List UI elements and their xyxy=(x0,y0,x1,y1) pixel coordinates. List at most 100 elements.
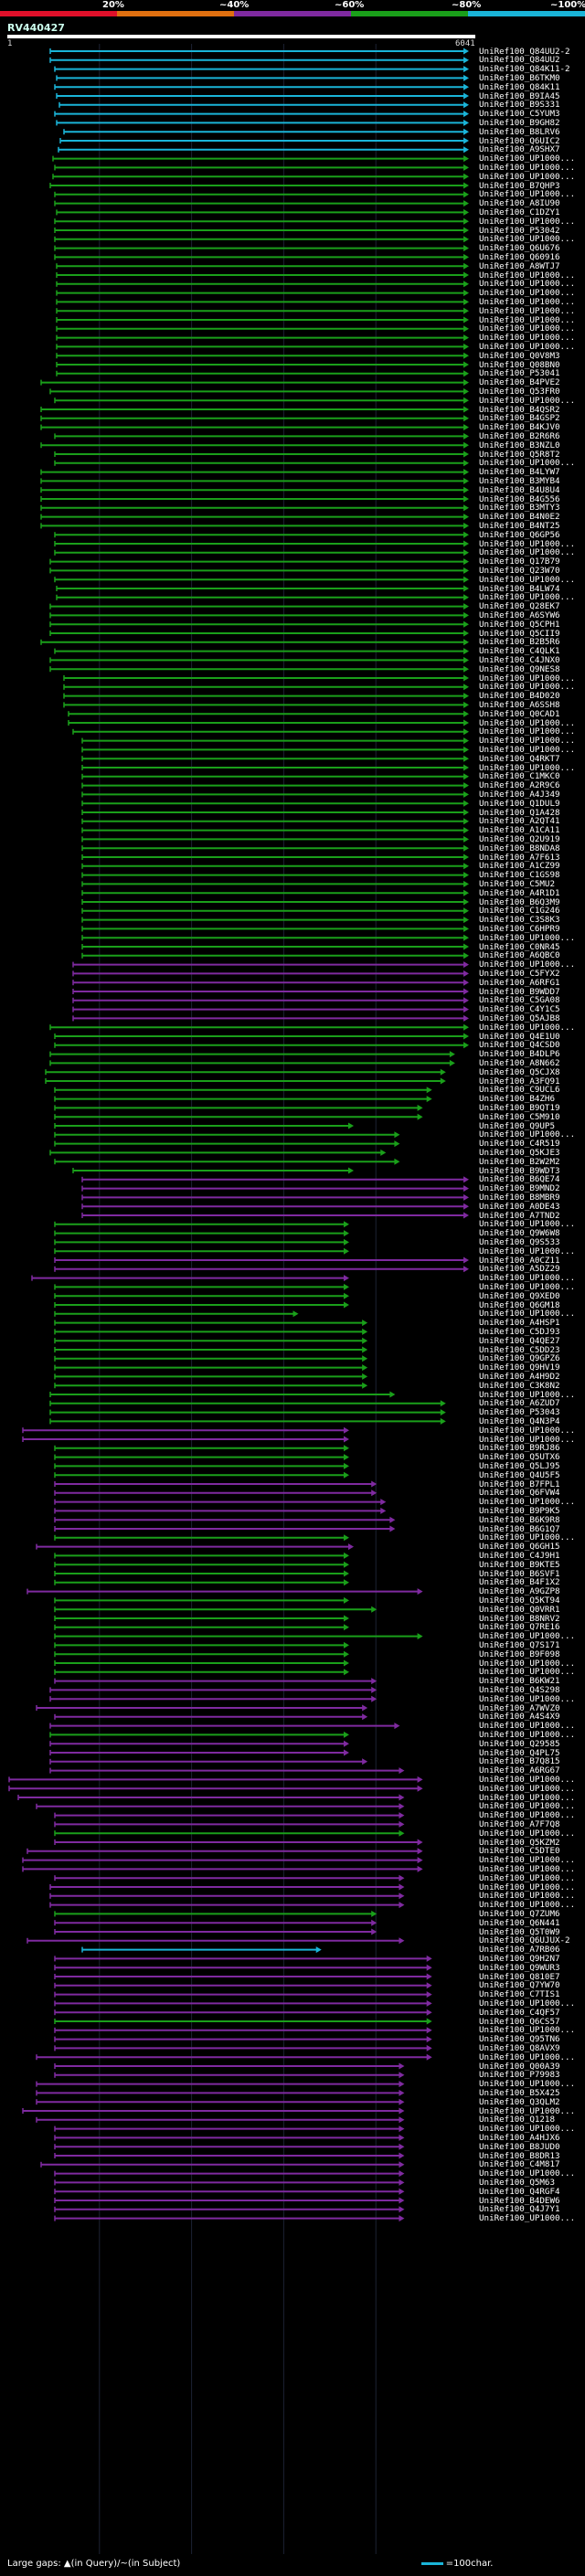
hit-label[interactable]: UniRef100_Q5KT94 xyxy=(479,1595,560,1606)
hit-label[interactable]: UniRef100_C5MU2 xyxy=(479,878,555,889)
hit-label[interactable]: UniRef100_A9SHX7 xyxy=(479,144,560,155)
hit-label[interactable]: UniRef100_UP1000... xyxy=(479,1022,576,1033)
hit-label[interactable]: UniRef100_A2QT41 xyxy=(479,816,560,827)
hit-label[interactable]: UniRef100_B2B5R6 xyxy=(479,637,560,648)
hit-label[interactable]: UniRef100_C4QF57 xyxy=(479,2007,560,2018)
hit-label[interactable]: UniRef100_UP1000... xyxy=(479,1532,576,1543)
hit-label[interactable]: UniRef100_UP1000... xyxy=(479,1309,576,1320)
hit-label[interactable]: UniRef100_UP1000... xyxy=(479,726,576,737)
hit-label[interactable]: UniRef100_UP1000... xyxy=(479,1891,576,1902)
hit-label[interactable]: UniRef100_UP1000... xyxy=(479,323,576,334)
hit-label[interactable]: UniRef100_B4U8U4 xyxy=(479,484,560,495)
hit-label[interactable]: UniRef100_B4N0E2 xyxy=(479,512,560,523)
hit-label[interactable]: UniRef100_UP1000... xyxy=(479,717,576,728)
hit-label[interactable]: UniRef100_B8LRV6 xyxy=(479,126,560,137)
hit-label[interactable]: UniRef100_A2R9C6 xyxy=(479,780,560,791)
hit-label[interactable]: UniRef100_B9WDT3 xyxy=(479,1165,560,1176)
hit-label[interactable]: UniRef100_Q53FR0 xyxy=(479,386,560,397)
hit-label[interactable]: UniRef100_B4GSP2 xyxy=(479,413,560,424)
hit-label[interactable]: UniRef100_B4F1X2 xyxy=(479,1577,560,1588)
hit-label[interactable]: UniRef100_Q9HV19 xyxy=(479,1362,560,1373)
hit-label[interactable]: UniRef100_Q6UIC2 xyxy=(479,135,560,146)
hit-label[interactable]: UniRef100_Q9UP5 xyxy=(479,1120,555,1131)
hit-label[interactable]: UniRef100_Q60916 xyxy=(479,251,560,262)
hit-label[interactable]: UniRef100_B9WDD7 xyxy=(479,986,560,997)
hit-label[interactable]: UniRef100_P53041 xyxy=(479,368,560,379)
hit-label[interactable]: UniRef100_C5M910 xyxy=(479,1111,560,1122)
hit-label[interactable]: UniRef100_UP1000... xyxy=(479,1729,576,1740)
hit-label[interactable]: UniRef100_A8N662 xyxy=(479,1057,560,1068)
hit-label[interactable]: UniRef100_UP1000... xyxy=(479,333,576,344)
hit-label[interactable]: UniRef100_Q4N3P4 xyxy=(479,1415,560,1426)
hit-label[interactable]: UniRef100_B8JUD0 xyxy=(479,2141,560,2152)
hit-label[interactable]: UniRef100_Q9XED0 xyxy=(479,1290,560,1301)
hit-label[interactable]: UniRef100_P53042 xyxy=(479,225,560,236)
hit-label[interactable]: UniRef100_Q23W70 xyxy=(479,565,560,576)
hit-label[interactable]: UniRef100_Q6GH15 xyxy=(479,1542,560,1553)
hit-label[interactable]: UniRef100_UP1000... xyxy=(479,744,576,755)
hit-label[interactable]: UniRef100_Q6GP56 xyxy=(479,529,560,540)
hit-label[interactable]: UniRef100_A8IU90 xyxy=(479,198,560,209)
hit-label[interactable]: UniRef100_UP1000... xyxy=(479,673,576,684)
hit-label[interactable]: UniRef100_Q84UU2-2 xyxy=(479,46,570,57)
hit-label[interactable]: UniRef100_UP1000... xyxy=(479,296,576,307)
hit-label[interactable]: UniRef100_A7RB06 xyxy=(479,1945,560,1956)
hit-label[interactable]: UniRef100_UP1000... xyxy=(479,932,576,943)
hit-label[interactable]: UniRef100_B6Q3M9 xyxy=(479,896,560,907)
hit-label[interactable]: UniRef100_A6ZUD7 xyxy=(479,1398,560,1409)
hit-label[interactable]: UniRef100_Q9W6W8 xyxy=(479,1228,560,1239)
hit-label[interactable]: UniRef100_B8MBR9 xyxy=(479,1192,560,1203)
hit-label[interactable]: UniRef100_C5FYX2 xyxy=(479,968,560,979)
hit-label[interactable]: UniRef100_B7QHP3 xyxy=(479,180,560,191)
hit-label[interactable]: UniRef100_Q5CII9 xyxy=(479,628,560,639)
hit-label[interactable]: UniRef100_A6QBC0 xyxy=(479,950,560,961)
hit-label[interactable]: UniRef100_B8NRV2 xyxy=(479,1613,560,1624)
hit-label[interactable]: UniRef100_Q3QLM2 xyxy=(479,2096,560,2107)
hit-label[interactable]: UniRef100_UP1000... xyxy=(479,1658,576,1669)
hit-label[interactable]: UniRef100_Q0CAD1 xyxy=(479,708,560,719)
hit-label[interactable]: UniRef100_B4DEW6 xyxy=(479,2195,560,2206)
hit-label[interactable]: UniRef100_Q17B79 xyxy=(479,557,560,567)
hit-label[interactable]: UniRef100_C1DZY1 xyxy=(479,207,560,217)
hit-label[interactable]: UniRef100_UP1000... xyxy=(479,592,576,603)
hit-label[interactable]: UniRef100_B6TKM0 xyxy=(479,72,560,83)
hit-label[interactable]: UniRef100_UP1000... xyxy=(479,1783,576,1794)
hit-label[interactable]: UniRef100_UP1000... xyxy=(479,1828,576,1839)
hit-label[interactable]: UniRef100_Q7ZUM6 xyxy=(479,1908,560,1919)
hit-label[interactable]: UniRef100_C7TIS1 xyxy=(479,1989,560,2000)
hit-label[interactable]: UniRef100_B4D020 xyxy=(479,691,560,702)
hit-label[interactable]: UniRef100_C1GS98 xyxy=(479,870,560,881)
hit-label[interactable]: UniRef100_C1G246 xyxy=(479,906,560,917)
hit-label[interactable]: UniRef100_B4LYW7 xyxy=(479,467,560,478)
hit-label[interactable]: UniRef100_A0CZ11 xyxy=(479,1255,560,1266)
hit-label[interactable]: UniRef100_Q84UU2 xyxy=(479,55,560,66)
hit-label[interactable]: UniRef100_UP1000... xyxy=(479,216,576,227)
hit-label[interactable]: UniRef100_B9S331 xyxy=(479,100,560,111)
hit-label[interactable]: UniRef100_A4J349 xyxy=(479,789,560,800)
hit-label[interactable]: UniRef100_UP1000... xyxy=(479,1721,576,1732)
hit-label[interactable]: UniRef100_B4NT25 xyxy=(479,520,560,531)
hit-label[interactable]: UniRef100_B6SVF1 xyxy=(479,1568,560,1579)
hit-label[interactable]: UniRef100_B3MTY3 xyxy=(479,503,560,514)
hit-label[interactable]: UniRef100_Q9GPZ6 xyxy=(479,1353,560,1364)
hit-label[interactable]: UniRef100_C5DTE0 xyxy=(479,1846,560,1857)
hit-label[interactable]: UniRef100_P53043 xyxy=(479,1407,560,1418)
hit-label[interactable]: UniRef100_Q5CJX8 xyxy=(479,1066,560,1077)
hit-label[interactable]: UniRef100_UP1000... xyxy=(479,1273,576,1284)
hit-label[interactable]: UniRef100_UP1000... xyxy=(479,2168,576,2179)
hit-label[interactable]: UniRef100_Q84K11 xyxy=(479,81,560,92)
hit-label[interactable]: UniRef100_Q1218 xyxy=(479,2115,555,2125)
hit-label[interactable]: UniRef100_B8DR13 xyxy=(479,2150,560,2161)
hit-label[interactable]: UniRef100_Q8AVX9 xyxy=(479,2042,560,2053)
hit-label[interactable]: UniRef100_B4G556 xyxy=(479,493,560,504)
hit-label[interactable]: UniRef100_B9GH82 xyxy=(479,117,560,128)
hit-label[interactable]: UniRef100_Q5LJ95 xyxy=(479,1460,560,1471)
hit-label[interactable]: UniRef100_UP1000... xyxy=(479,1810,576,1821)
hit-label[interactable]: UniRef100_UP1000... xyxy=(479,1389,576,1400)
hit-label[interactable]: UniRef100_B2W2M2 xyxy=(479,1156,560,1167)
hit-label[interactable]: UniRef100_B8NDA8 xyxy=(479,843,560,853)
hit-label[interactable]: UniRef100_B3MYB4 xyxy=(479,475,560,486)
hit-label[interactable]: UniRef100_Q5CPH1 xyxy=(479,619,560,630)
hit-label[interactable]: UniRef100_Q0VRR1 xyxy=(479,1604,560,1615)
hit-label[interactable]: UniRef100_A4HJX6 xyxy=(479,2132,560,2143)
